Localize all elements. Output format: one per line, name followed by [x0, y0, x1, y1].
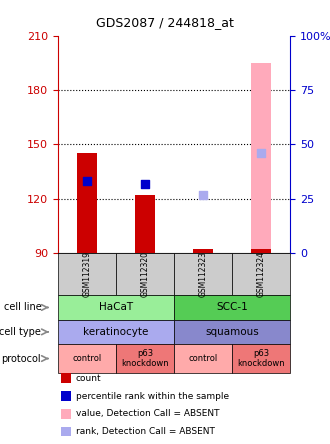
Point [201, 191, 206, 198]
Point [84, 177, 89, 184]
Text: HaCaT: HaCaT [99, 302, 133, 313]
Text: SCC-1: SCC-1 [216, 302, 248, 313]
Bar [193, 250, 213, 253]
Text: GSM112320: GSM112320 [141, 251, 149, 297]
Text: GSM112323: GSM112323 [199, 251, 208, 297]
Bar [251, 250, 272, 253]
Text: cell line: cell line [4, 302, 41, 313]
Text: GSM112319: GSM112319 [82, 251, 91, 297]
Point [142, 181, 148, 188]
Text: rank, Detection Call = ABSENT: rank, Detection Call = ABSENT [76, 427, 215, 436]
Text: value, Detection Call = ABSENT: value, Detection Call = ABSENT [76, 409, 219, 418]
Text: control: control [72, 354, 101, 363]
Text: cell type: cell type [0, 327, 41, 337]
Text: p63
knockdown: p63 knockdown [121, 349, 169, 368]
Text: p63
knockdown: p63 knockdown [238, 349, 285, 368]
Text: squamous: squamous [205, 327, 259, 337]
Text: GSM112324: GSM112324 [257, 251, 266, 297]
Point [259, 150, 264, 157]
Text: percentile rank within the sample: percentile rank within the sample [76, 392, 229, 400]
Text: control: control [188, 354, 218, 363]
Text: GDS2087 / 244818_at: GDS2087 / 244818_at [96, 16, 234, 28]
Text: count: count [76, 374, 102, 383]
Text: protocol: protocol [2, 353, 41, 364]
Text: keratinocyte: keratinocyte [83, 327, 148, 337]
Bar [251, 63, 272, 253]
Bar [77, 153, 97, 253]
Bar [135, 195, 155, 253]
